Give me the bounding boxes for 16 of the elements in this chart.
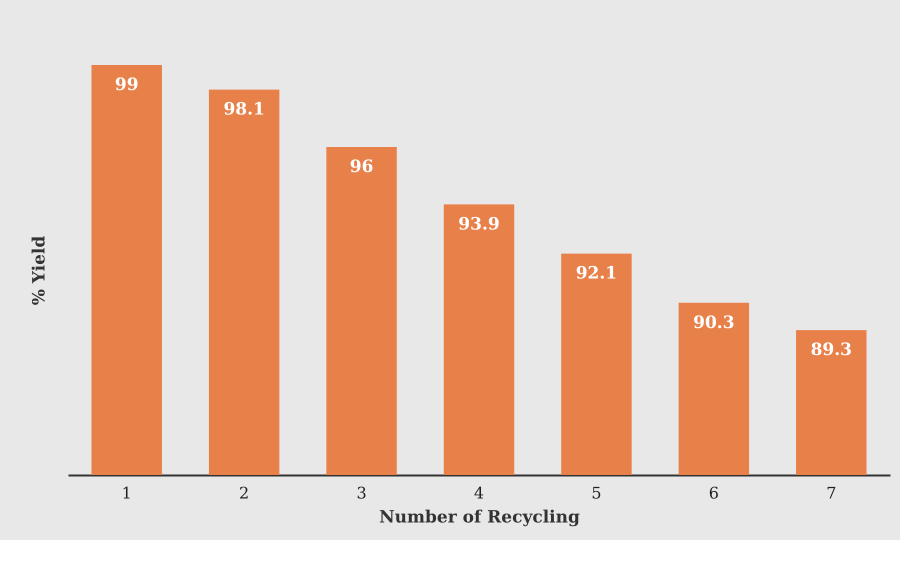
data-label: 93.9 [458, 214, 500, 234]
x-tick-label: 6 [708, 484, 719, 502]
data-label: 99 [114, 75, 139, 95]
y-axis-title: % Yield [30, 236, 50, 306]
data-label: 96 [350, 157, 374, 177]
data-label: 98.1 [223, 100, 265, 120]
x-tick-label: 2 [239, 484, 250, 502]
data-label: 90.3 [693, 312, 735, 333]
x-tick-label: 1 [122, 484, 132, 502]
x-tick-label: 3 [356, 484, 367, 502]
x-tick-label: 5 [591, 484, 602, 502]
data-label: 92.1 [576, 264, 618, 284]
data-label: 89.3 [810, 340, 852, 360]
x-tick-label: 7 [826, 484, 836, 502]
x-axis-title: Number of Recycling [379, 508, 580, 528]
x-tick-label: 4 [474, 484, 484, 502]
